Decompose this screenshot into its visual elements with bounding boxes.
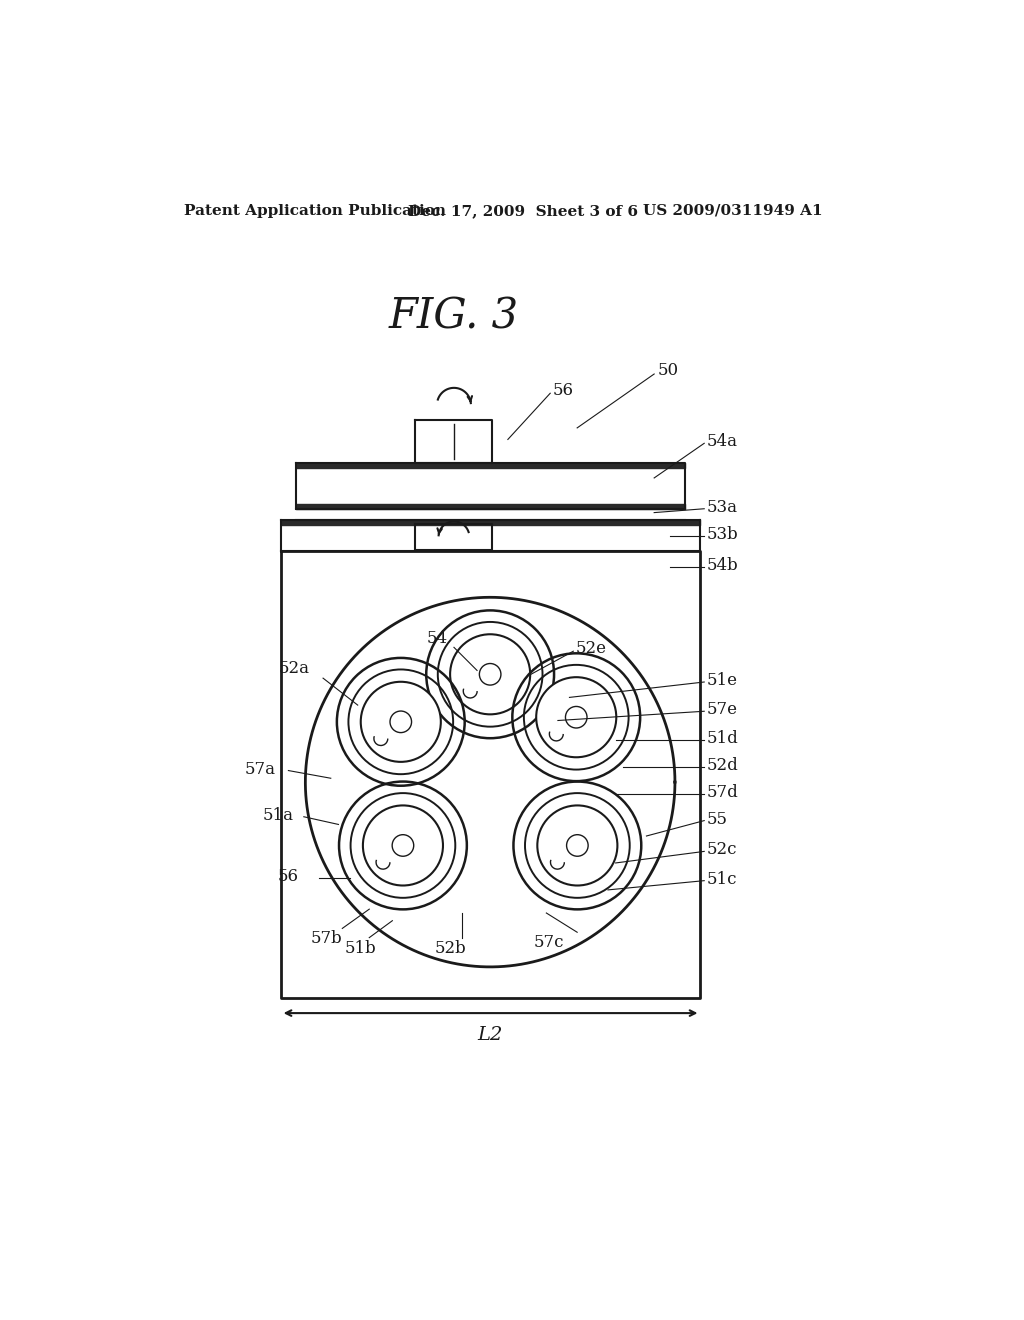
Text: 52a: 52a — [279, 660, 309, 677]
Text: 56: 56 — [278, 869, 299, 886]
Text: 50: 50 — [658, 362, 679, 379]
Text: 54: 54 — [427, 630, 449, 647]
Text: 52b: 52b — [434, 940, 466, 957]
Circle shape — [451, 635, 530, 714]
Text: 53b: 53b — [707, 527, 738, 544]
Text: 51d: 51d — [707, 730, 738, 747]
Text: Dec. 17, 2009  Sheet 3 of 6: Dec. 17, 2009 Sheet 3 of 6 — [408, 203, 638, 218]
Text: 51a: 51a — [263, 807, 294, 824]
Text: 55: 55 — [707, 810, 727, 828]
Text: 52c: 52c — [707, 841, 737, 858]
Text: 57d: 57d — [707, 784, 738, 801]
Text: 51b: 51b — [344, 940, 376, 957]
Text: L2: L2 — [477, 1026, 503, 1044]
Text: 57e: 57e — [707, 701, 737, 718]
Text: 57c: 57c — [534, 933, 564, 950]
Text: 57b: 57b — [311, 929, 343, 946]
Text: 51e: 51e — [707, 672, 737, 689]
Text: US 2009/0311949 A1: US 2009/0311949 A1 — [643, 203, 822, 218]
Text: 54a: 54a — [707, 433, 737, 450]
Text: 52d: 52d — [707, 756, 738, 774]
Circle shape — [362, 805, 443, 886]
Circle shape — [537, 677, 616, 758]
Text: 54b: 54b — [707, 557, 738, 574]
Text: FIG. 3: FIG. 3 — [388, 296, 518, 337]
Text: Patent Application Publication: Patent Application Publication — [184, 203, 446, 218]
Text: 57a: 57a — [245, 760, 275, 777]
Text: 56: 56 — [553, 383, 573, 400]
Text: 53a: 53a — [707, 499, 737, 516]
Text: 51c: 51c — [707, 871, 737, 887]
Text: 52e: 52e — [575, 640, 606, 657]
Circle shape — [538, 805, 617, 886]
Circle shape — [360, 681, 440, 762]
